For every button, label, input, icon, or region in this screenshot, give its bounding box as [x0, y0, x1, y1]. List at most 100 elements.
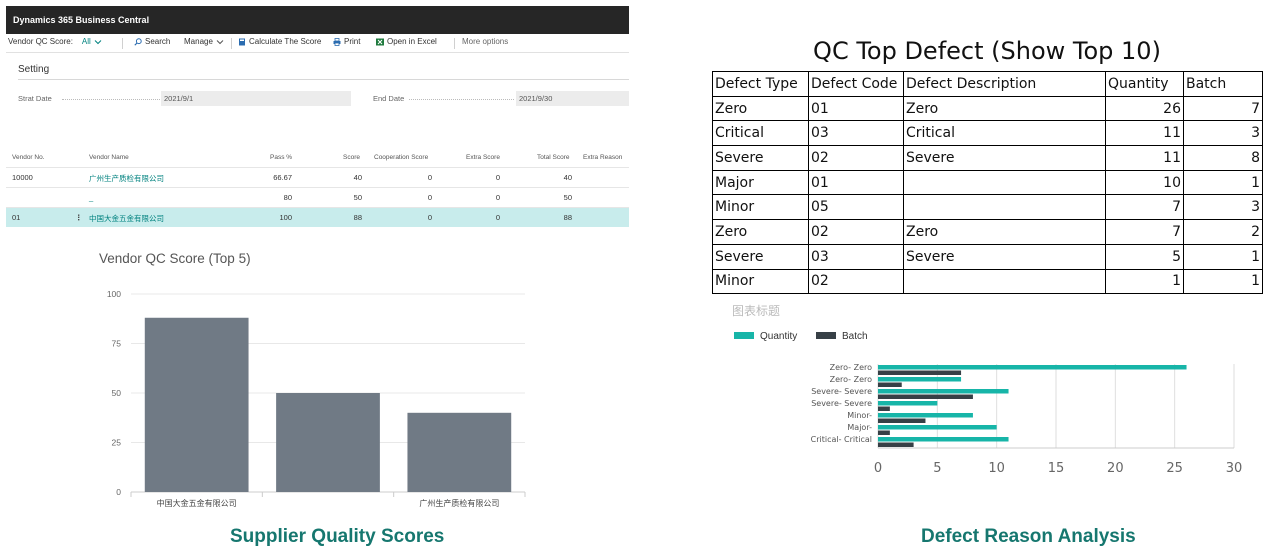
bar[interactable] [878, 401, 938, 406]
bar[interactable] [878, 389, 1009, 394]
col-extra-reason[interactable]: Extra Reason [583, 154, 623, 161]
end-date-label: End Date [373, 94, 405, 103]
cell-defect-description [903, 268, 1106, 295]
x-tick-label: 25 [1166, 461, 1183, 476]
bar[interactable] [144, 317, 249, 492]
cell-pass: 100 [279, 213, 292, 222]
defect-table-row: Critical 03 Critical 11 3 [712, 120, 1263, 147]
calculate-score-button[interactable]: Calculate The Score [238, 37, 321, 46]
col-vendor-name[interactable]: Vendor Name [89, 154, 129, 161]
cell-defect-description [903, 194, 1106, 221]
cell-batch: 8 [1183, 145, 1263, 171]
defect-table: Defect Type Defect Code Defect Descripti… [712, 71, 1263, 295]
x-tick-label: 0 [874, 461, 882, 476]
chart-title: 图表标题 [732, 304, 780, 318]
bar[interactable] [878, 377, 962, 382]
col-score[interactable]: Score [343, 154, 360, 161]
cell-defect-type: Minor [712, 268, 809, 295]
calculator-icon [239, 38, 245, 45]
cell-pass: 80 [283, 193, 292, 202]
cell-coop: 0 [427, 173, 432, 182]
y-tick-label: Critical- Critical [811, 435, 872, 444]
bar[interactable] [276, 393, 380, 492]
bar[interactable] [407, 412, 512, 492]
cell-vendor-no: 10000 [12, 173, 33, 182]
cell-defect-type: Severe [712, 243, 809, 270]
cell-defect-type: Zero [712, 95, 809, 122]
cell-vendor-name-link[interactable]: 广州生产质检有限公司 [89, 174, 164, 183]
more-options-button[interactable]: More options [462, 37, 508, 46]
y-tick-label: Major- [847, 423, 872, 432]
col-cooperation-score[interactable]: Cooperation Score [374, 154, 429, 161]
cell-quantity: 7 [1105, 194, 1184, 221]
cell-total: 40 [563, 173, 572, 182]
table-row-selected[interactable]: 01 ⋮ 中国大金五金有限公司 100 88 0 0 88 [6, 208, 629, 227]
more-options-label: More options [462, 37, 509, 46]
col-pass[interactable]: Pass % [270, 154, 293, 161]
filter-label: Vendor QC Score: [8, 37, 73, 46]
bar[interactable] [878, 430, 890, 436]
col-total-score[interactable]: Total Score [537, 154, 570, 161]
print-button[interactable]: Print [333, 37, 360, 46]
cell-defect-code: 02 [808, 145, 904, 171]
defect-table-row: Major 01 10 1 [712, 169, 1263, 196]
row-actions-icon[interactable]: ⋮ [75, 213, 83, 222]
caption-supplier-quality: Supplier Quality Scores [230, 526, 445, 547]
col-extra-score[interactable]: Extra Score [466, 154, 500, 161]
cell-defect-code: 02 [808, 268, 904, 295]
chevron-down-icon [94, 39, 102, 44]
legend-label: Batch [842, 331, 868, 342]
end-date-field[interactable]: 2021/9/30 [516, 91, 629, 106]
bar[interactable] [878, 370, 962, 376]
cell-score: 50 [353, 193, 362, 202]
x-tick-label: 5 [933, 461, 941, 476]
bar[interactable] [878, 382, 902, 388]
cell-defect-type: Minor [712, 194, 809, 221]
cell-total: 50 [563, 193, 572, 202]
manage-menu[interactable]: Manage [184, 37, 224, 46]
bar[interactable] [878, 365, 1187, 370]
cell-vendor-name-link[interactable]: _ [89, 193, 94, 202]
cell-batch: 2 [1183, 219, 1263, 245]
cell-defect-code: 05 [808, 194, 904, 221]
search-button[interactable]: Search [134, 37, 170, 46]
cell-defect-description [903, 169, 1106, 196]
section-title-setting: Setting [18, 64, 50, 75]
cell-defect-description: Zero [903, 219, 1106, 245]
bar[interactable] [878, 413, 973, 418]
bar[interactable] [878, 394, 973, 400]
start-date-label: Strat Date [18, 94, 52, 103]
x-tick-label: 30 [1226, 461, 1243, 476]
bar[interactable] [878, 406, 890, 412]
vendor-qc-score-filter[interactable]: Vendor QC Score: All [8, 37, 102, 46]
cell-extra: 0 [495, 193, 500, 202]
cell-defect-type: Zero [712, 219, 809, 245]
defect-table-row: Zero 01 Zero 26 7 [712, 95, 1263, 122]
open-in-excel-button[interactable]: Open in Excel [376, 37, 437, 46]
table-row[interactable]: _ 80 50 0 0 50 [6, 188, 629, 207]
bar[interactable] [878, 437, 1009, 442]
start-date-field[interactable]: 2021/9/1 [161, 91, 351, 106]
cell-quantity: 5 [1105, 243, 1184, 270]
cell-batch: 1 [1183, 169, 1263, 196]
y-tick-label: 50 [112, 388, 122, 398]
cell-batch: 3 [1183, 120, 1263, 147]
bar[interactable] [878, 425, 997, 430]
bar[interactable] [878, 418, 926, 424]
printer-icon [333, 37, 341, 46]
x-tick-label: 20 [1107, 461, 1124, 476]
header-batch: Batch [1183, 71, 1263, 97]
cell-vendor-name-link[interactable]: 中国大金五金有限公司 [89, 214, 164, 223]
cell-defect-code: 01 [808, 95, 904, 122]
y-tick-label: Severe- Severe [811, 387, 872, 396]
defect-reason-chart: 图表标题 Quantity Batch 0 5 10 15 20 25 30 Zero- Zer… [732, 304, 1243, 476]
col-vendor-no[interactable]: Vendor No. [12, 154, 45, 161]
cell-defect-code: 03 [808, 120, 904, 147]
y-tick-label: 100 [107, 289, 121, 299]
bar[interactable] [878, 442, 914, 448]
defect-table-row: Severe 02 Severe 11 8 [712, 145, 1263, 171]
table-row[interactable]: 10000 广州生产质检有限公司 66.67 40 0 0 40 [6, 168, 629, 187]
defect-table-row: Minor 05 7 3 [712, 194, 1263, 221]
cell-defect-type: Critical [712, 120, 809, 147]
defect-table-row: Minor 02 1 1 [712, 268, 1263, 295]
